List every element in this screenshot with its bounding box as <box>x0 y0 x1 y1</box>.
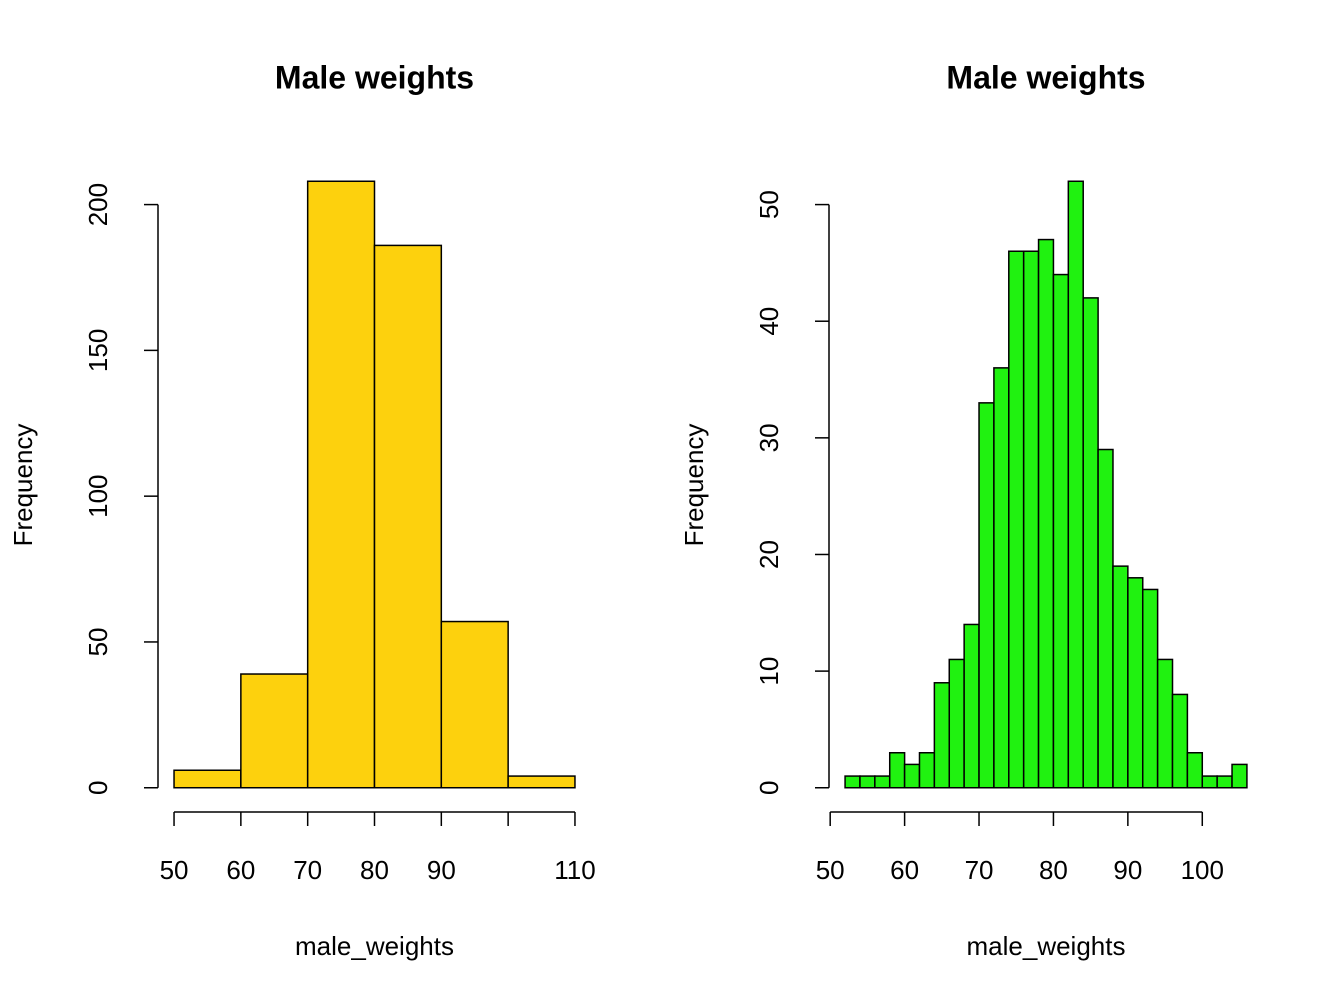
bar <box>844 775 861 789</box>
x-tick-label: 60 <box>890 855 919 885</box>
y-axis-label: Frequency <box>8 424 38 547</box>
y-tick-label: 50 <box>754 190 784 219</box>
x-tick-label: 90 <box>1113 855 1142 885</box>
y-tick-label: 30 <box>754 423 784 452</box>
bar <box>1171 693 1189 789</box>
y-tick-label: 0 <box>754 781 784 795</box>
bar <box>859 775 876 789</box>
y-tick-label: 100 <box>83 474 113 517</box>
y-tick-label: 40 <box>754 307 784 336</box>
bar <box>1127 577 1144 789</box>
x-tick-label: 70 <box>293 855 322 885</box>
chart-title: Male weights <box>946 59 1145 95</box>
bar <box>874 775 891 789</box>
bar <box>173 769 242 789</box>
bar <box>903 763 921 789</box>
bar <box>440 620 509 789</box>
bar <box>993 367 1010 789</box>
x-tick-label: 110 <box>554 855 595 885</box>
bar <box>1082 297 1099 789</box>
bar <box>1008 250 1025 789</box>
bar <box>1052 273 1070 789</box>
x-tick-label: 50 <box>160 855 189 885</box>
bar <box>1037 238 1055 789</box>
x-tick-label: 80 <box>360 855 389 885</box>
y-tick-label: 0 <box>83 781 113 795</box>
y-tick-label: 50 <box>83 627 113 656</box>
x-axis-label: male_weights <box>295 931 454 961</box>
bar <box>373 244 443 789</box>
bar <box>948 658 965 789</box>
x-tick-label: 80 <box>1039 855 1068 885</box>
x-tick-label: 70 <box>965 855 994 885</box>
bar <box>1067 180 1084 789</box>
chart-title: Male weights <box>275 59 474 95</box>
bar <box>1022 250 1040 789</box>
bar <box>1216 775 1233 789</box>
y-axis-label: Frequency <box>679 424 709 547</box>
x-tick-label: 60 <box>226 855 255 885</box>
x-tick-label: 50 <box>816 855 845 885</box>
bar <box>918 752 936 789</box>
bar <box>240 673 309 789</box>
bar <box>1231 763 1248 789</box>
bar <box>1097 448 1114 789</box>
x-axis-label: male_weights <box>967 931 1126 961</box>
bar <box>963 623 980 789</box>
bar <box>1156 658 1174 789</box>
bar <box>978 402 995 789</box>
y-tick-label: 20 <box>754 540 784 569</box>
bar <box>933 682 951 789</box>
y-tick-label: 150 <box>83 329 113 372</box>
x-tick-label: 90 <box>427 855 456 885</box>
bar <box>507 775 576 789</box>
y-tick-label: 10 <box>754 657 784 686</box>
bar <box>888 752 906 789</box>
x-tick-label: 100 <box>1181 855 1224 885</box>
bar <box>306 180 376 789</box>
bar <box>1186 752 1204 789</box>
bar <box>1201 775 1218 789</box>
bar <box>1112 565 1129 789</box>
y-tick-label: 200 <box>83 183 113 226</box>
bar <box>1141 588 1159 789</box>
